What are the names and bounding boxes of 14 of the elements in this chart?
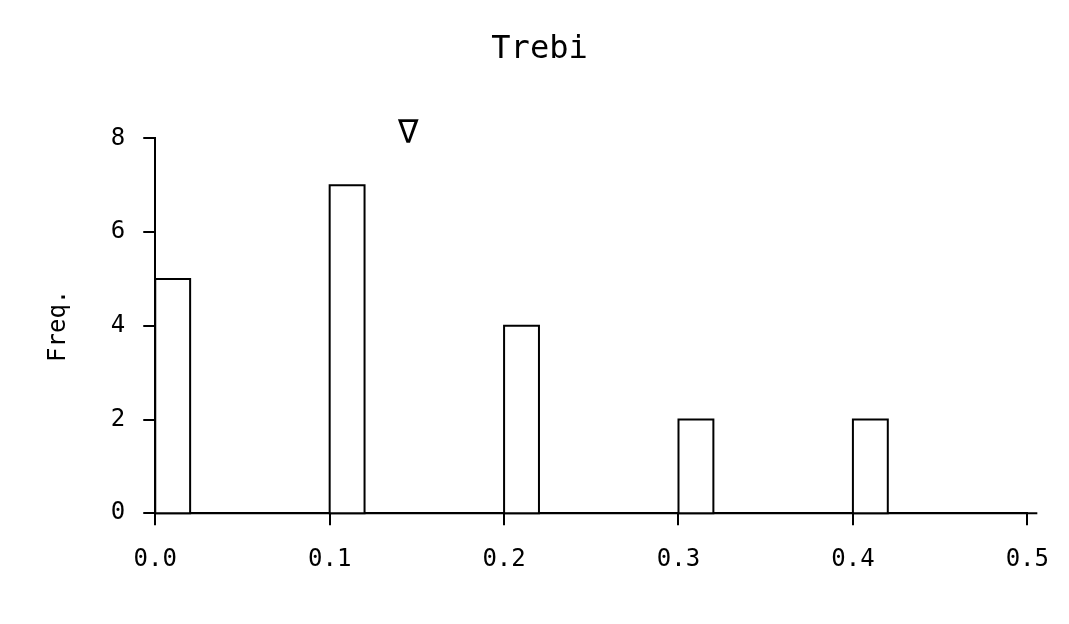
chart-title: Trebi <box>491 27 588 66</box>
x-tick-label: 0.2 <box>482 543 526 572</box>
x-tick-label: 0.3 <box>656 543 701 572</box>
y-tick-label: 2 <box>110 403 126 432</box>
y-tick-label: 6 <box>110 216 126 245</box>
x-tick-label: 0.1 <box>307 543 352 572</box>
annotation: ∇ <box>396 111 419 152</box>
x-tick-label: 0.5 <box>1005 543 1050 572</box>
y-axis-title: Freq. <box>42 289 71 362</box>
y-tick-label: 4 <box>110 310 126 339</box>
x-tick-label: 0.0 <box>133 543 177 572</box>
x-tick-label: 0.4 <box>831 543 875 572</box>
y-tick-label: 8 <box>110 122 126 151</box>
y-tick-label: 0 <box>110 497 126 526</box>
